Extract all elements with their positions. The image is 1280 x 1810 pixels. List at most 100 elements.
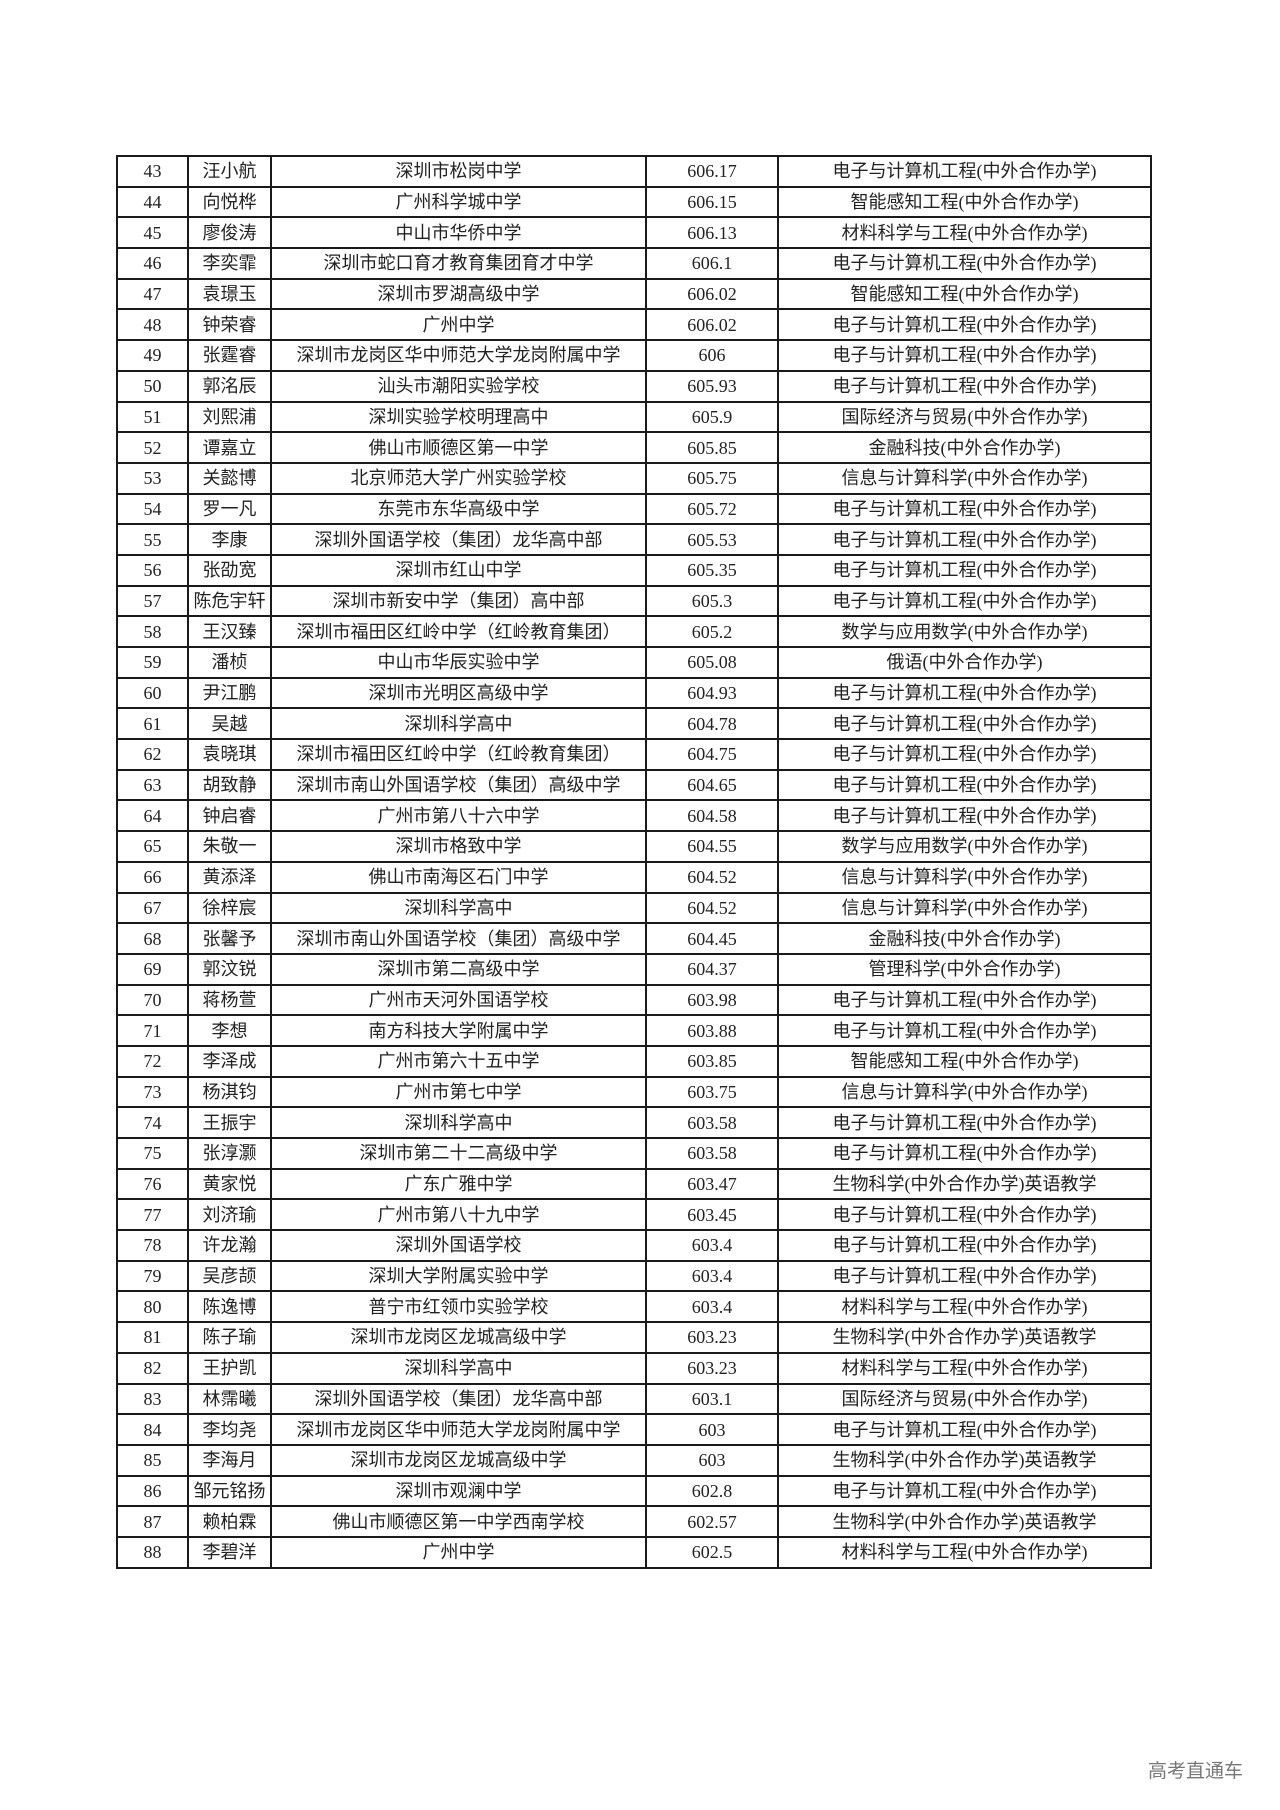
table-row: 60 尹江鹏 深圳市光明区高级中学 604.93 电子与计算机工程(中外合作办学) <box>116 676 1152 710</box>
major-cell: 电子与计算机工程(中外合作办学) <box>777 1259 1152 1293</box>
table-row: 77 刘济瑜 广州市第八十九中学 603.45 电子与计算机工程(中外合作办学) <box>116 1198 1152 1232</box>
major-cell: 电子与计算机工程(中外合作办学) <box>777 247 1152 280</box>
school-cell: 深圳实验学校明理高中 <box>270 400 647 434</box>
name-cell: 刘熙浦 <box>187 400 272 434</box>
table-row: 84 李均尧 深圳市龙岗区华中师范大学龙岗附属中学 603 电子与计算机工程(中外合作办… <box>116 1413 1152 1446</box>
name-cell: 李碧洋 <box>187 1535 272 1569</box>
school-cell: 佛山市顺德区第一中学西南学校 <box>270 1505 647 1538</box>
score-cell: 605.53 <box>645 523 779 556</box>
name-cell: 李均尧 <box>187 1413 272 1446</box>
major-cell: 电子与计算机工程(中外合作办学) <box>777 1106 1152 1139</box>
rank-cell: 53 <box>116 461 189 495</box>
table-row: 68 张馨予 深圳市南山外国语学校（集团）高级中学 604.45 金融科技(中外合作办学… <box>116 922 1152 955</box>
score-cell: 602.8 <box>645 1474 779 1508</box>
major-cell: 电子与计算机工程(中外合作办学) <box>777 553 1152 587</box>
name-cell: 汪小航 <box>187 155 272 188</box>
table-body: 43 汪小航 深圳市松岗中学 606.17 电子与计算机工程(中外合作办学) 44 向悦桦广… <box>116 155 1152 1569</box>
score-cell: 603.98 <box>645 983 779 1017</box>
score-cell: 602.57 <box>645 1505 779 1538</box>
name-cell: 钟荣睿 <box>187 308 272 342</box>
school-cell: 中山市华侨中学 <box>270 216 647 250</box>
major-cell: 金融科技(中外合作办学) <box>777 922 1152 955</box>
table-row: 61 吴越 深圳科学高中 604.78 电子与计算机工程(中外合作办学) <box>116 707 1152 741</box>
score-cell: 604.45 <box>645 922 779 955</box>
major-cell: 电子与计算机工程(中外合作办学) <box>777 983 1152 1017</box>
rank-cell: 86 <box>116 1474 189 1508</box>
major-cell: 材料科学与工程(中外合作办学) <box>777 1290 1152 1324</box>
school-cell: 普宁市红领巾实验学校 <box>270 1290 647 1324</box>
school-cell: 深圳市光明区高级中学 <box>270 676 647 710</box>
name-cell: 陈逸博 <box>187 1290 272 1324</box>
name-cell: 胡致静 <box>187 768 272 802</box>
name-cell: 李奕霏 <box>187 247 272 280</box>
major-cell: 电子与计算机工程(中外合作办学) <box>777 492 1152 526</box>
score-cell: 606.02 <box>645 308 779 342</box>
table-row: 82 王护凯 深圳科学高中 603.23 材料科学与工程(中外合作办学) <box>116 1351 1152 1385</box>
rank-cell: 82 <box>116 1351 189 1385</box>
rank-cell: 52 <box>116 431 189 464</box>
score-cell: 603.23 <box>645 1351 779 1385</box>
score-cell: 603.4 <box>645 1290 779 1324</box>
table-row: 70 蒋杨萱 广州市天河外国语学校 603.98 电子与计算机工程(中外合作办学) <box>116 983 1152 1017</box>
table-row: 48 钟荣睿 广州中学 606.02 电子与计算机工程(中外合作办学) <box>116 308 1152 342</box>
rank-cell: 78 <box>116 1229 189 1262</box>
score-cell: 604.55 <box>645 830 779 863</box>
major-cell: 信息与计算科学(中外合作办学) <box>777 461 1152 495</box>
rank-cell: 66 <box>116 860 189 894</box>
school-cell: 深圳市红山中学 <box>270 553 647 587</box>
school-cell: 深圳市第二高级中学 <box>270 952 647 986</box>
admission-table: 43 汪小航 深圳市松岗中学 606.17 电子与计算机工程(中外合作办学) 44 向悦桦广… <box>116 155 1152 1569</box>
school-cell: 深圳市罗湖高级中学 <box>270 277 647 311</box>
table-row: 83 林霈曦 深圳外国语学校（集团）龙华高中部 603.1 国际经济与贸易(中外合作办学… <box>116 1382 1152 1416</box>
score-cell: 603.85 <box>645 1044 779 1078</box>
major-cell: 俄语(中外合作办学) <box>777 646 1152 679</box>
name-cell: 潘桢 <box>187 646 272 679</box>
name-cell: 王汉臻 <box>187 615 272 648</box>
score-cell: 603 <box>645 1443 779 1477</box>
rank-cell: 69 <box>116 952 189 986</box>
table-row: 55 李康 深圳外国语学校（集团）龙华高中部 605.53 电子与计算机工程(中外合作办… <box>116 523 1152 556</box>
major-cell: 电子与计算机工程(中外合作办学) <box>777 308 1152 342</box>
school-cell: 广州中学 <box>270 308 647 342</box>
score-cell: 605.08 <box>645 646 779 679</box>
score-cell: 606.17 <box>645 155 779 188</box>
name-cell: 李康 <box>187 523 272 556</box>
table-row: 56 张劭宽 深圳市红山中学 605.35 电子与计算机工程(中外合作办学) <box>116 553 1152 587</box>
school-cell: 深圳市龙岗区龙城高级中学 <box>270 1443 647 1477</box>
major-cell: 电子与计算机工程(中外合作办学) <box>777 768 1152 802</box>
score-cell: 604.52 <box>645 860 779 894</box>
name-cell: 许龙瀚 <box>187 1229 272 1262</box>
rank-cell: 45 <box>116 216 189 250</box>
rank-cell: 56 <box>116 553 189 587</box>
major-cell: 信息与计算科学(中外合作办学) <box>777 1075 1152 1109</box>
table-row: 86 邹元铭扬 深圳市观澜中学 602.8 电子与计算机工程(中外合作办学) <box>116 1474 1152 1508</box>
name-cell: 尹江鹏 <box>187 676 272 710</box>
score-cell: 603.58 <box>645 1137 779 1170</box>
table-row: 80 陈逸博 普宁市红领巾实验学校 603.4 材料科学与工程(中外合作办学) <box>116 1290 1152 1324</box>
name-cell: 刘济瑜 <box>187 1198 272 1232</box>
table-row: 66 黄添泽 佛山市南海区石门中学 604.52 信息与计算科学(中外合作办学) <box>116 860 1152 894</box>
rank-cell: 77 <box>116 1198 189 1232</box>
school-cell: 深圳市龙岗区华中师范大学龙岗附属中学 <box>270 1413 647 1446</box>
name-cell: 吴彦颉 <box>187 1259 272 1293</box>
name-cell: 张霆睿 <box>187 339 272 372</box>
school-cell: 深圳市南山外国语学校（集团）高级中学 <box>270 922 647 955</box>
table-row: 72 李泽成 广州市第六十五中学 603.85 智能感知工程(中外合作办学) <box>116 1044 1152 1078</box>
table-row: 62 袁晓琪 深圳市福田区红岭中学（红岭教育集团） 604.75 电子与计算机工程(中外… <box>116 738 1152 771</box>
school-cell: 广州市第八十六中学 <box>270 799 647 833</box>
major-cell: 电子与计算机工程(中外合作办学) <box>777 1413 1152 1446</box>
major-cell: 生物科学(中外合作办学)英语教学 <box>777 1443 1152 1477</box>
table-row: 67 徐梓宸 深圳科学高中 604.52 信息与计算科学(中外合作办学) <box>116 891 1152 925</box>
table-row: 46 李奕霏 深圳市蛇口育才教育集团育才中学 606.1 电子与计算机工程(中外合作办学… <box>116 247 1152 280</box>
name-cell: 郭汶锐 <box>187 952 272 986</box>
rank-cell: 55 <box>116 523 189 556</box>
table-row: 59 潘桢 中山市华辰实验中学 605.08 俄语(中外合作办学) <box>116 646 1152 679</box>
name-cell: 李想 <box>187 1014 272 1047</box>
name-cell: 黄家悦 <box>187 1167 272 1201</box>
score-cell: 605.75 <box>645 461 779 495</box>
major-cell: 数学与应用数学(中外合作办学) <box>777 615 1152 648</box>
rank-cell: 70 <box>116 983 189 1017</box>
table-row: 69 郭汶锐 深圳市第二高级中学 604.37 管理科学(中外合作办学) <box>116 952 1152 986</box>
school-cell: 深圳市第二十二高级中学 <box>270 1137 647 1170</box>
rank-cell: 49 <box>116 339 189 372</box>
